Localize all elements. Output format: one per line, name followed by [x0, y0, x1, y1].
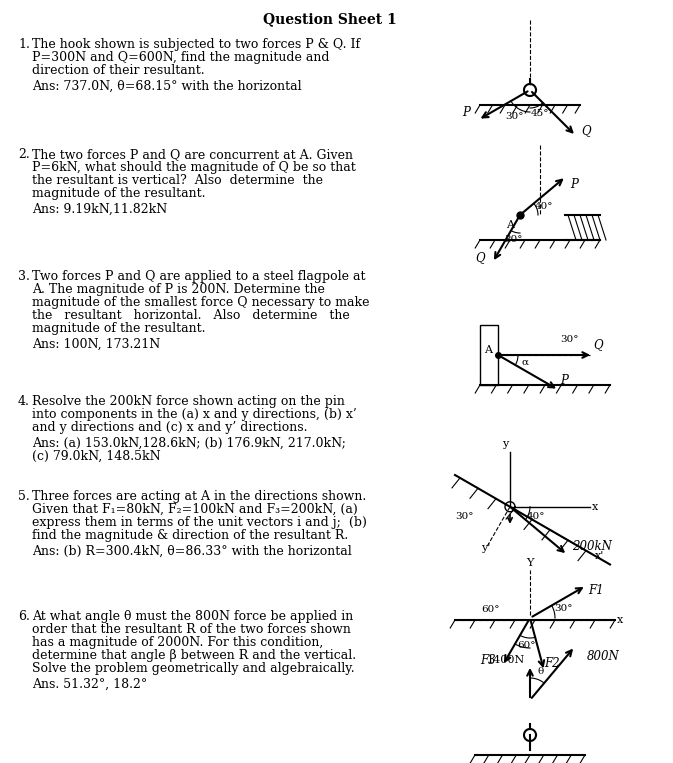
Text: determine that angle β between R and the vertical.: determine that angle β between R and the…	[32, 649, 356, 662]
Text: 1.: 1.	[18, 38, 30, 51]
Text: magnitude of the resultant.: magnitude of the resultant.	[32, 322, 205, 335]
Text: Q: Q	[476, 251, 485, 264]
Text: 1400N: 1400N	[487, 655, 525, 665]
Text: x': x'	[595, 551, 604, 561]
Text: P=6kN, what should the magnitude of Q be so that: P=6kN, what should the magnitude of Q be…	[32, 161, 356, 174]
Text: Q: Q	[593, 339, 603, 352]
Text: Ans: 100N, 173.21N: Ans: 100N, 173.21N	[32, 338, 160, 351]
Text: magnitude of the smallest force Q necessary to make: magnitude of the smallest force Q necess…	[32, 296, 369, 309]
Text: Two forces P and Q are applied to a steel flagpole at: Two forces P and Q are applied to a stee…	[32, 270, 365, 283]
Text: 2.: 2.	[18, 148, 30, 161]
Text: Ans: 737.0N, θ=68.15° with the horizontal: Ans: 737.0N, θ=68.15° with the horizonta…	[32, 80, 302, 93]
Text: 40°: 40°	[527, 512, 546, 521]
Text: 800N: 800N	[587, 650, 619, 663]
Text: Ans: (a) 153.0kN,128.6kN; (b) 176.9kN, 217.0kN;: Ans: (a) 153.0kN,128.6kN; (b) 176.9kN, 2…	[32, 437, 346, 450]
Text: 5.: 5.	[18, 490, 30, 503]
Text: P: P	[560, 374, 567, 387]
Text: Y: Y	[526, 558, 534, 568]
Text: 45°: 45°	[530, 109, 549, 118]
Text: y': y'	[481, 543, 491, 553]
Text: and y directions and (c) x and y’ directions.: and y directions and (c) x and y’ direct…	[32, 421, 308, 434]
Text: the   resultant   horizontal.   Also   determine   the: the resultant horizontal. Also determine…	[32, 309, 350, 322]
Text: Question Sheet 1: Question Sheet 1	[263, 12, 397, 26]
Text: 30°: 30°	[560, 336, 579, 345]
Text: into components in the (a) x and y directions, (b) x’: into components in the (a) x and y direc…	[32, 408, 357, 421]
Text: 200kN: 200kN	[573, 540, 612, 553]
Text: 60°: 60°	[517, 641, 536, 650]
Text: A. The magnitude of P is 200N. Determine the: A. The magnitude of P is 200N. Determine…	[32, 283, 325, 296]
Text: 30°: 30°	[555, 604, 573, 613]
Text: Solve the problem geometrically and algebraically.: Solve the problem geometrically and alge…	[32, 662, 355, 675]
Text: The two forces P and Q are concurrent at A. Given: The two forces P and Q are concurrent at…	[32, 148, 353, 161]
Text: magnitude of the resultant.: magnitude of the resultant.	[32, 187, 205, 200]
Text: α: α	[522, 358, 528, 367]
Bar	[480, 325, 498, 385]
Text: 4.: 4.	[18, 395, 30, 408]
Text: P: P	[462, 105, 470, 118]
Text: order that the resultant R of the two forces shown: order that the resultant R of the two fo…	[32, 623, 351, 636]
Text: (c) 79.0kN, 148.5kN: (c) 79.0kN, 148.5kN	[32, 450, 161, 463]
Text: express them in terms of the unit vectors i and j;  (b): express them in terms of the unit vector…	[32, 516, 367, 529]
Text: θ: θ	[538, 667, 544, 675]
Text: 30°: 30°	[456, 512, 474, 521]
Text: x: x	[617, 615, 623, 625]
Text: has a magnitude of 2000N. For this condition,: has a magnitude of 2000N. For this condi…	[32, 636, 323, 649]
Text: find the magnitude & direction of the resultant R.: find the magnitude & direction of the re…	[32, 529, 348, 542]
Text: y: y	[502, 439, 508, 449]
Text: Three forces are acting at A in the directions shown.: Three forces are acting at A in the dire…	[32, 490, 366, 503]
Text: P=300N and Q=600N, find the magnitude and: P=300N and Q=600N, find the magnitude an…	[32, 51, 330, 64]
Text: Resolve the 200kN force shown acting on the pin: Resolve the 200kN force shown acting on …	[32, 395, 345, 408]
Text: At what angle θ must the 800N force be applied in: At what angle θ must the 800N force be a…	[32, 610, 353, 623]
Text: the resultant is vertical?  Also  determine  the: the resultant is vertical? Also determin…	[32, 174, 323, 187]
Text: A: A	[484, 345, 492, 355]
Text: The hook shown is subjected to two forces P & Q. If: The hook shown is subjected to two force…	[32, 38, 360, 51]
Text: F1: F1	[588, 584, 604, 597]
Text: Ans: (b) R=300.4kN, θ=86.33° with the horizontal: Ans: (b) R=300.4kN, θ=86.33° with the ho…	[32, 545, 352, 558]
Text: P: P	[570, 178, 578, 191]
Text: 6.: 6.	[18, 610, 30, 623]
Text: 3.: 3.	[18, 270, 30, 283]
Text: direction of their resultant.: direction of their resultant.	[32, 64, 205, 77]
Text: x: x	[592, 502, 598, 512]
Text: Ans: 9.19kN,11.82kN: Ans: 9.19kN,11.82kN	[32, 203, 168, 216]
Text: 60°: 60°	[481, 606, 499, 614]
Text: 30°: 30°	[504, 235, 523, 244]
Text: F3: F3	[480, 654, 495, 667]
Text: Given that F₁=80kN, F₂=100kN and F₃=200kN, (a): Given that F₁=80kN, F₂=100kN and F₃=200k…	[32, 503, 358, 516]
Text: A: A	[506, 220, 514, 230]
Text: Ans. 51.32°, 18.2°: Ans. 51.32°, 18.2°	[32, 678, 147, 691]
Text: 40°: 40°	[534, 202, 553, 211]
Text: 30°: 30°	[505, 112, 524, 121]
Text: Q: Q	[581, 124, 591, 137]
Text: F2: F2	[544, 657, 560, 670]
